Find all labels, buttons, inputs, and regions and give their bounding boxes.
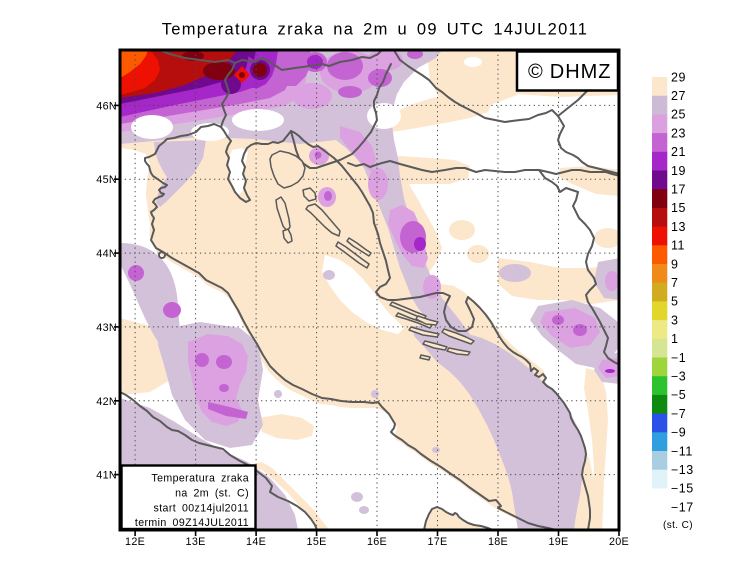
svg-text:(st. C): (st. C) (663, 520, 693, 531)
svg-text:44N: 44N (96, 248, 117, 260)
svg-text:7: 7 (671, 276, 678, 290)
svg-text:41N: 41N (96, 470, 117, 482)
svg-text:14E: 14E (246, 536, 266, 548)
svg-text:12E: 12E (125, 536, 145, 548)
svg-text:−13: −13 (671, 463, 694, 477)
svg-text:21: 21 (671, 145, 686, 159)
svg-text:©DHMZ: © DHMZ (528, 61, 612, 83)
svg-text:start 00z14jul2011: start 00z14jul2011 (154, 503, 250, 515)
svg-text:termin 09Z14JUL2011: termin 09Z14JUL2011 (135, 517, 249, 529)
svg-text:46N: 46N (96, 100, 117, 112)
svg-text:29: 29 (671, 70, 686, 84)
svg-text:11: 11 (671, 239, 685, 253)
svg-text:−9: −9 (671, 426, 686, 440)
svg-text:na 2m (st. C): na 2m (st. C) (175, 488, 249, 500)
svg-text:45N: 45N (96, 174, 117, 186)
svg-text:5: 5 (671, 295, 678, 309)
svg-text:−3: −3 (671, 370, 686, 384)
svg-text:43N: 43N (96, 322, 117, 334)
svg-text:17E: 17E (427, 536, 447, 548)
svg-text:19E: 19E (548, 536, 568, 548)
svg-text:3: 3 (671, 313, 678, 327)
svg-text:1: 1 (671, 332, 678, 346)
svg-text:15: 15 (671, 201, 686, 215)
svg-text:Temperatura zraka na 2m u 09 U: Temperatura zraka na 2m u 09 UTC 14JUL20… (162, 21, 589, 39)
svg-text:13: 13 (671, 220, 686, 234)
svg-text:Temperatura zraka: Temperatura zraka (151, 473, 249, 485)
svg-text:−1: −1 (671, 351, 686, 365)
svg-text:42N: 42N (96, 396, 117, 408)
svg-text:16E: 16E (367, 536, 387, 548)
svg-text:23: 23 (671, 126, 686, 140)
svg-text:18E: 18E (488, 536, 508, 548)
svg-text:19: 19 (671, 164, 686, 178)
svg-text:17: 17 (671, 183, 686, 197)
svg-text:−15: −15 (671, 482, 694, 496)
svg-text:−5: −5 (671, 388, 686, 402)
svg-text:9: 9 (671, 257, 678, 271)
svg-text:15E: 15E (307, 536, 327, 548)
svg-text:−7: −7 (671, 407, 686, 421)
svg-text:20E: 20E (609, 536, 629, 548)
svg-text:27: 27 (671, 89, 686, 103)
svg-text:−17: −17 (671, 500, 694, 514)
svg-text:13E: 13E (186, 536, 206, 548)
svg-text:−11: −11 (671, 444, 693, 458)
svg-text:25: 25 (671, 108, 686, 122)
